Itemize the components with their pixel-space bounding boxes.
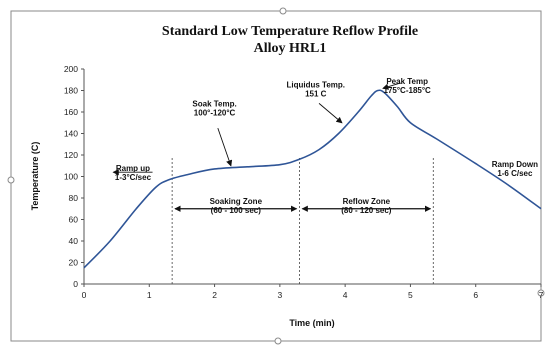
annotation-label: 1-3°C/sec: [115, 173, 152, 182]
y-tick-label: 140: [64, 129, 78, 139]
y-tick-label: 40: [69, 236, 79, 246]
y-tick-label: 80: [69, 193, 79, 203]
annotation-label: Peak Temp: [386, 77, 428, 86]
frame-handle-bottom[interactable]: [274, 337, 282, 345]
y-tick-label: 180: [64, 86, 78, 96]
frame-handle-right[interactable]: [537, 289, 545, 297]
annotation-label: 151 C: [305, 89, 327, 98]
annotation-label: Liquidus Temp.: [287, 80, 346, 89]
zone-label: (60 - 100 sec): [211, 206, 262, 215]
x-tick-label: 7: [539, 290, 544, 300]
annotation-label: 175°C-185°C: [384, 86, 432, 95]
y-axis-title: Temperature (C): [30, 142, 40, 211]
plot-layer: 0 20 40 60 80 100 120 140 160 180 200 0 1 2 3 4 5 6 7 Soaki…: [64, 64, 544, 300]
y-tick-label: 20: [69, 258, 79, 268]
annotation-label: 100°-120°C: [194, 109, 236, 118]
x-tick-label: 6: [473, 290, 478, 300]
x-tick-label: 1: [147, 290, 152, 300]
zone-label: (80 - 120 sec): [341, 206, 392, 215]
chart-subtitle: Alloy HRL1: [254, 41, 327, 56]
annotation-arrow: [382, 82, 401, 90]
annotation-arrow: [217, 127, 233, 167]
frame-handle-left[interactable]: [7, 176, 15, 184]
annotation-label: Ramp up: [116, 164, 150, 173]
annotation-arrow: [318, 103, 343, 124]
x-tick-label: 3: [277, 290, 282, 300]
chart-frame: [10, 10, 542, 342]
y-tick-label: 200: [64, 64, 78, 74]
x-tick-label: 4: [343, 290, 348, 300]
annotation-label: 1-6 C/sec: [497, 169, 533, 178]
x-tick-label: 0: [82, 290, 87, 300]
chart-title: Standard Low Temperature Reflow Profile: [162, 24, 418, 39]
zone-label: Reflow Zone: [343, 197, 391, 206]
y-tick-label: 0: [73, 279, 78, 289]
annotation-label: Soak Temp.: [192, 100, 236, 109]
y-tick-label: 120: [64, 150, 78, 160]
x-axis-title: Time (min): [289, 318, 334, 328]
y-tick-label: 60: [69, 215, 79, 225]
annotation-label: Ramp Down: [492, 160, 538, 169]
x-tick-label: 2: [212, 290, 217, 300]
zone-label: Soaking Zone: [210, 197, 263, 206]
y-tick-label: 100: [64, 172, 78, 182]
x-tick-label: 5: [408, 290, 413, 300]
temperature-profile-line: [83, 89, 542, 269]
y-tick-label: 160: [64, 107, 78, 117]
frame-handle-top[interactable]: [279, 7, 287, 15]
